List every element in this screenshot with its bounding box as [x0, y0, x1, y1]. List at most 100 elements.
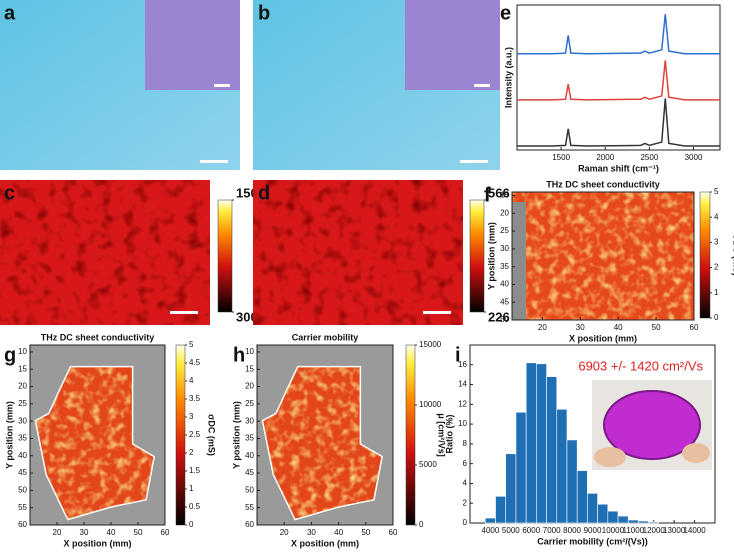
x-tick-label: 30 — [576, 323, 585, 332]
x-tick-label: 2000 — [596, 153, 614, 162]
y-tick-label: 35 — [245, 434, 254, 443]
plot-frame — [256, 344, 394, 526]
y-tick-label: 10 — [245, 347, 254, 356]
x-tick-label: 40 — [107, 528, 116, 537]
y-axis-label: Y position (mm) — [231, 401, 241, 469]
x-tick-label: 40 — [614, 323, 623, 332]
y-tick-label: 25 — [245, 399, 254, 408]
histogram-bar — [617, 515, 629, 524]
y-tick-label: 10 — [18, 347, 27, 356]
inset-micrograph — [145, 0, 240, 90]
colorbar-tick-label: 2 — [189, 448, 194, 457]
y-tick-label: 25 — [18, 399, 27, 408]
colorbar-label: σDC (mS) — [732, 234, 734, 276]
colorbar-tick-label: 2 — [714, 263, 719, 272]
y-tick-label: 40 — [18, 451, 27, 460]
y-tick-label: 35 — [500, 262, 509, 271]
colorbar — [699, 191, 711, 319]
colorbar-tick-label: 1 — [189, 484, 194, 493]
panel-label: d — [258, 182, 270, 204]
colorbar-label: μ [cm²/Vs] — [437, 413, 447, 457]
x-tick-label: 3000 — [685, 153, 703, 162]
histogram-bar — [485, 517, 496, 524]
histogram-bar — [505, 453, 517, 524]
panel-label: a — [4, 2, 16, 24]
histogram-bar — [536, 363, 547, 524]
x-tick-label: 6000 — [522, 526, 540, 535]
x-tick-label: 60 — [690, 323, 699, 332]
x-axis-label: X position (mm) — [569, 333, 637, 343]
x-axis-label: Carrier mobility (cm²/(Vs)) — [537, 536, 648, 546]
y-tick-label: 6 — [463, 459, 468, 468]
x-tick-label: 20 — [280, 528, 289, 537]
colorbar-tick-label: 2.5 — [189, 430, 201, 439]
x-tick-label: 5000 — [502, 526, 520, 535]
hand — [594, 447, 626, 467]
scale-bar — [170, 311, 198, 314]
inset-micrograph — [405, 0, 500, 90]
y-tick-label: 50 — [500, 315, 509, 324]
map-speckle — [0, 180, 210, 325]
wafer — [603, 390, 701, 460]
plot-frame — [511, 191, 695, 321]
spectrum-line — [517, 14, 720, 55]
x-tick-label: 40 — [334, 528, 343, 537]
histogram-bar — [546, 376, 558, 524]
x-tick-label: 60 — [389, 528, 398, 537]
x-tick-label: 30 — [307, 528, 316, 537]
colorbar-tick-label: 3 — [714, 238, 719, 247]
x-tick-label: 9000 — [584, 526, 602, 535]
y-tick-label: 15 — [500, 191, 509, 200]
y-tick-label: 55 — [245, 503, 254, 512]
y-axis-label: Y position (mm) — [486, 222, 496, 290]
histogram-bar — [556, 408, 568, 524]
colorbar-tick-label: 300 — [236, 309, 258, 324]
y-tick-label: 40 — [500, 280, 509, 289]
panel-label: g — [4, 344, 16, 366]
y-axis-label: Y position (mm) — [4, 401, 14, 469]
y-tick-label: 40 — [245, 451, 254, 460]
histogram-bar — [607, 510, 619, 524]
y-tick-label: 15 — [18, 364, 27, 373]
colorbar-tick-label: 226 — [488, 309, 510, 324]
y-tick-label: 4 — [463, 479, 468, 488]
y-tick-label: 15 — [245, 364, 254, 373]
histogram-bar — [627, 519, 639, 524]
colorbar-tick-label: 15000 — [419, 340, 442, 349]
y-tick-label: 20 — [245, 382, 254, 391]
colorbar-tick-label: 1.5 — [189, 466, 201, 475]
annotation: 6903 +/- 1420 cm²/Vs — [578, 358, 703, 373]
colorbar-tick-label: 3.5 — [189, 394, 201, 403]
x-axis-label: X position (mm) — [64, 538, 132, 548]
histogram-bar — [576, 470, 588, 524]
y-tick-label: 45 — [245, 468, 254, 477]
colorbar-tick-label: 0 — [714, 313, 719, 322]
panel-label: h — [233, 344, 245, 366]
scale-bar — [474, 84, 490, 87]
x-tick-label: 50 — [652, 323, 661, 332]
hand — [682, 443, 710, 463]
map-speckle — [253, 180, 463, 325]
panel-label: f — [484, 184, 491, 206]
scale-bar — [214, 84, 230, 87]
colorbar-tick-label: 5000 — [419, 460, 437, 469]
x-tick-label: 14000 — [683, 526, 706, 535]
y-tick-label: 14 — [458, 380, 467, 389]
map-edge — [512, 202, 526, 320]
y-tick-label: 0 — [463, 518, 468, 527]
y-tick-label: 10 — [458, 419, 467, 428]
x-axis-label: Raman shift (cm⁻¹) — [578, 163, 659, 173]
chart-title: THz DC sheet conductivity — [546, 179, 660, 189]
colorbar-tick-label: 5 — [714, 187, 719, 196]
colorbar — [469, 199, 485, 313]
panel-label: e — [500, 2, 511, 24]
colorbar-tick-label: 566 — [488, 185, 510, 200]
x-tick-label: 50 — [134, 528, 143, 537]
x-tick-label: 20 — [53, 528, 62, 537]
colorbar — [217, 199, 233, 313]
spectrum-line — [517, 98, 720, 147]
x-axis-label: X position (mm) — [291, 538, 359, 548]
colorbar-tick-label: 10000 — [419, 400, 442, 409]
